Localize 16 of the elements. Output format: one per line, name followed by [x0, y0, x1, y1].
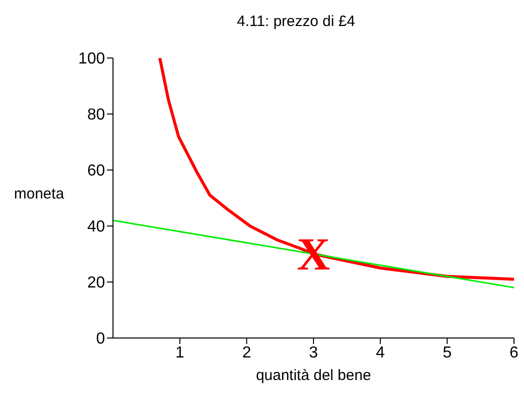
x-tick-label: 2	[242, 344, 252, 362]
x-tick-label: 1	[175, 344, 184, 362]
y-axis-title: moneta	[14, 186, 65, 203]
y-tick-label: 60	[87, 162, 106, 180]
line-series	[158, 58, 514, 281]
y-tick-label: 100	[78, 50, 106, 68]
y-tick-label: 20	[87, 274, 106, 292]
chart-title: 4.11: prezzo di £4	[236, 12, 356, 32]
x-tick-label: 6	[510, 344, 519, 362]
y-tick-label: 80	[87, 106, 106, 124]
y-tick-label: 0	[96, 330, 106, 348]
y-tick-label: 40	[87, 218, 106, 236]
x-tick-label: 5	[442, 344, 452, 362]
x-axis-title: quantità del bene	[256, 367, 372, 384]
x-tick-label: 4	[376, 344, 385, 362]
x-tick-label: 3	[309, 344, 318, 362]
